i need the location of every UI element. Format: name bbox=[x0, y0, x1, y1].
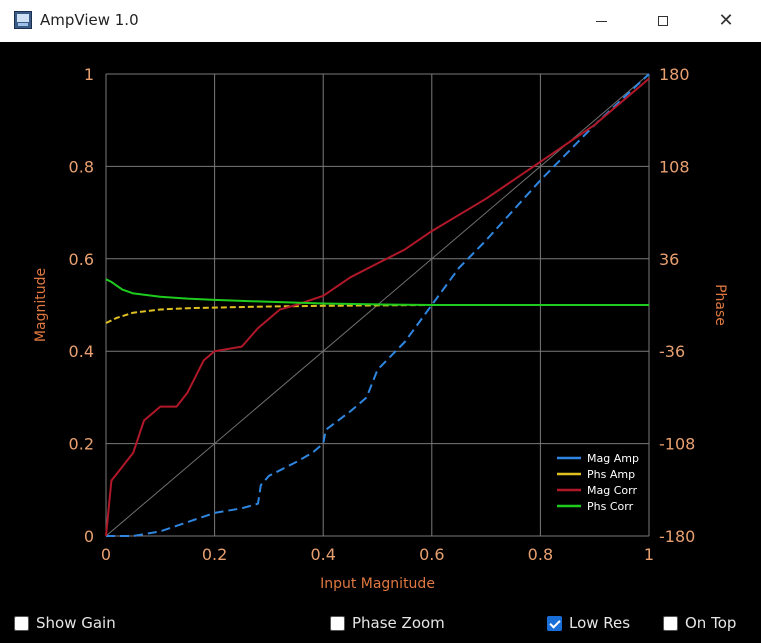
amplitude-chart: 0 0.2 0.4 0.6 0.8 1 0 0.2 0.4 0.6 0.8 1 -180 -108 -36 3… bbox=[33, 65, 728, 592]
minimize-icon bbox=[595, 20, 607, 22]
x-tick-label: 0.8 bbox=[528, 545, 553, 564]
y-tick-label: 0.2 bbox=[69, 435, 94, 454]
close-icon: ✕ bbox=[718, 10, 734, 31]
y2-tick-label: -36 bbox=[659, 342, 685, 361]
series-line-mag-corr bbox=[105, 77, 650, 537]
y2-axis-label: Phase bbox=[712, 284, 728, 326]
legend-label: Mag Corr bbox=[587, 484, 637, 497]
series-line-phs-corr bbox=[105, 278, 649, 306]
checkbox-box[interactable] bbox=[14, 615, 29, 631]
phase-zoom-checkbox[interactable]: Phase Zoom bbox=[330, 614, 445, 632]
checkbox-box[interactable] bbox=[330, 615, 345, 631]
close-button[interactable]: ✕ bbox=[703, 0, 749, 42]
y-axis-label: Magnitude bbox=[33, 268, 49, 342]
checkbox-label: Show Gain bbox=[36, 614, 116, 632]
checkbox-label: Phase Zoom bbox=[352, 614, 445, 632]
series-line-mag-amp bbox=[106, 73, 650, 537]
x-tick-label: 0.4 bbox=[310, 545, 335, 564]
checkbox-label: On Top bbox=[685, 614, 737, 632]
x-tick-label: 1 bbox=[644, 545, 654, 564]
legend-label: Phs Corr bbox=[587, 500, 634, 513]
maximize-button[interactable] bbox=[640, 0, 686, 42]
x-tick-label: 0.2 bbox=[202, 545, 227, 564]
minimize-button[interactable] bbox=[578, 0, 624, 42]
y2-tick-label: -180 bbox=[659, 527, 695, 546]
checkbox-box[interactable] bbox=[663, 615, 678, 631]
maximize-icon bbox=[658, 16, 668, 26]
show-gain-checkbox[interactable]: Show Gain bbox=[14, 614, 116, 632]
y-tick-label: 1 bbox=[84, 65, 94, 84]
x-tick-label: 0.6 bbox=[419, 545, 444, 564]
legend-label: Phs Amp bbox=[587, 468, 635, 481]
y2-tick-label: 36 bbox=[659, 250, 679, 269]
window-title: AmpView 1.0 bbox=[40, 11, 139, 29]
y-tick-label: 0.8 bbox=[69, 157, 94, 176]
y-tick-label: 0.4 bbox=[69, 342, 94, 361]
y2-tick-label: 180 bbox=[659, 65, 690, 84]
on-top-checkbox[interactable]: On Top bbox=[663, 614, 736, 632]
options-bar: Show Gain Phase Zoom Low Res On Top bbox=[0, 604, 761, 643]
app-icon bbox=[14, 11, 32, 29]
y-tick-label: 0 bbox=[84, 527, 94, 546]
x-axis-label: Input Magnitude bbox=[320, 576, 435, 592]
title-bar[interactable]: AmpView 1.0 ✕ bbox=[0, 0, 761, 42]
y2-tick-label: -108 bbox=[659, 435, 695, 454]
checkbox-box[interactable] bbox=[547, 615, 562, 631]
low-res-checkbox[interactable]: Low Res bbox=[547, 614, 630, 632]
series-line-phs-amp bbox=[105, 304, 649, 324]
x-tick-label: 0 bbox=[101, 545, 111, 564]
checkbox-label: Low Res bbox=[569, 614, 631, 632]
y-tick-label: 0.6 bbox=[69, 250, 94, 269]
y2-tick-label: 108 bbox=[659, 157, 690, 176]
legend-label: Mag Amp bbox=[587, 452, 639, 465]
